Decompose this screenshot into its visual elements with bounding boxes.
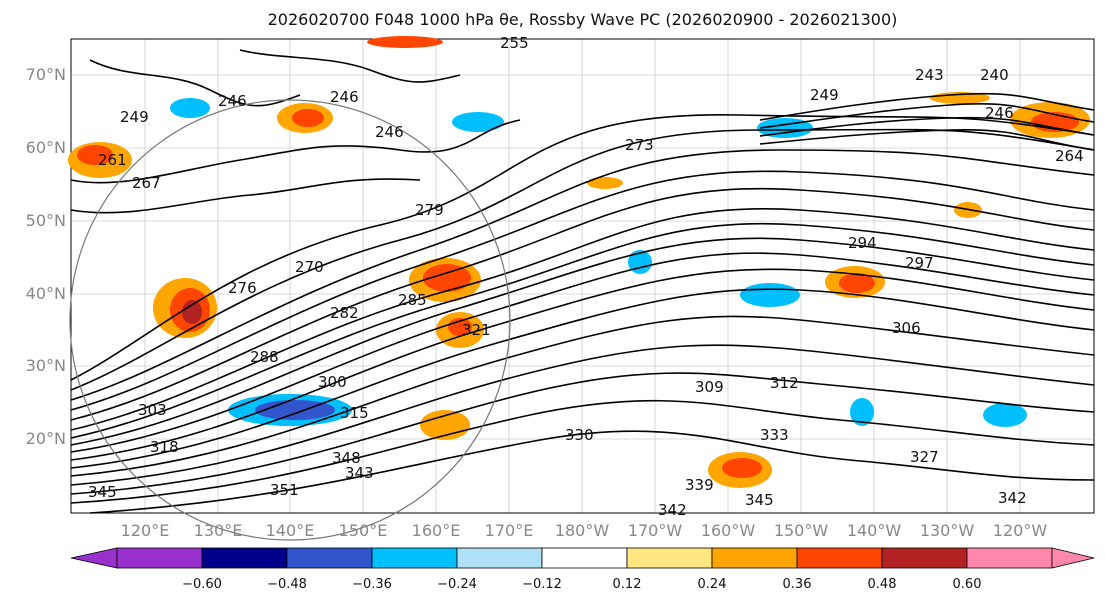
contour-label: 306 (892, 319, 921, 337)
contour-label: 345 (745, 491, 774, 509)
contour-label: 300 (318, 373, 347, 391)
contour-label: 318 (150, 438, 179, 456)
anomaly-blob (983, 403, 1027, 427)
colorbar-tick-label: 0.12 (612, 577, 642, 592)
lat-label-20n: 20°N (25, 429, 66, 448)
lon-label: 120°W (992, 521, 1048, 540)
contour-label: 312 (770, 374, 799, 392)
lon-label: 160°E (411, 521, 461, 540)
map-title: 2026020700 F048 1000 hPa θe, Rossby Wave… (267, 10, 898, 29)
map-plot: 255 246 249 246 246 240 243 249 246 261 … (68, 34, 1095, 541)
anomaly-blob (170, 98, 210, 118)
contour-label: 351 (270, 481, 299, 499)
contour-label: 303 (138, 401, 167, 419)
contour-label: 249 (120, 108, 149, 126)
lat-label-40n: 40°N (25, 284, 66, 303)
lon-label: 150°E (338, 521, 388, 540)
contour-label: 264 (1055, 147, 1084, 165)
contour-label: 246 (985, 104, 1014, 122)
colorbar-tick-label: −0.36 (352, 577, 392, 592)
lon-label: 130°E (193, 521, 243, 540)
anomaly-blob (839, 273, 875, 293)
colorbar-tick-label: −0.12 (522, 577, 562, 592)
anomaly-blob (255, 400, 335, 420)
contour-label: 330 (565, 426, 594, 444)
lon-label: 180°W (554, 521, 610, 540)
anomaly-blob (722, 458, 762, 478)
lat-label-50n: 50°N (25, 211, 66, 230)
contour-label: 345 (88, 483, 117, 501)
contour-label: 279 (415, 201, 444, 219)
lon-label: 140°W (846, 521, 902, 540)
anomaly-shading (68, 36, 1090, 488)
lon-label: 170°E (484, 521, 534, 540)
contour-label: 297 (905, 254, 934, 272)
contour-label: 309 (695, 378, 724, 396)
lon-label: 140°E (265, 521, 315, 540)
contour-label: 246 (330, 88, 359, 106)
contour-label: 343 (345, 464, 374, 482)
contour-label: 249 (810, 86, 839, 104)
colorbar-tick-label: 0.24 (697, 577, 727, 592)
colorbar-tick-label: 0.48 (867, 577, 897, 592)
lon-label: 160°W (700, 521, 756, 540)
contour-label: 342 (658, 501, 687, 519)
anomaly-blob (628, 250, 652, 274)
contour-label: 339 (685, 476, 714, 494)
lon-label: 120°E (120, 521, 170, 540)
colorbar-tick-label: 0.60 (952, 577, 982, 592)
lon-label: 170°W (627, 521, 683, 540)
contour-label: 333 (760, 426, 789, 444)
anomaly-blob (740, 283, 800, 307)
lon-label: 150°W (773, 521, 829, 540)
anomaly-blob (423, 264, 471, 292)
contour-label: 246 (218, 92, 247, 110)
contour-label-group: 255 246 249 246 246 240 243 249 246 261 … (88, 34, 1084, 519)
anomaly-blob (587, 177, 623, 189)
contour-label: 267 (132, 174, 161, 192)
contour-label: 255 (500, 34, 529, 52)
contour-label: 288 (250, 348, 279, 366)
contour-label: 246 (375, 123, 404, 141)
colorbar-tick-label: 0.36 (782, 577, 812, 592)
anomaly-blob (77, 145, 113, 165)
colorbar-tick-label: −0.24 (437, 577, 477, 592)
anomaly-blob (452, 112, 504, 132)
reference-circle (69, 99, 511, 541)
lat-label-70n: 70°N (25, 65, 66, 84)
contour-label: 342 (998, 489, 1027, 507)
anomaly-blob (367, 36, 443, 48)
contour-label: 273 (625, 136, 654, 154)
contour-label: 315 (340, 404, 369, 422)
contour-label: 243 (915, 66, 944, 84)
lat-label-30n: 30°N (25, 356, 66, 375)
gridlines (71, 39, 1094, 513)
theta-e-contours (70, 49, 1095, 514)
lat-label-60n: 60°N (25, 138, 66, 157)
anomaly-blob (292, 109, 324, 127)
contour-label: 276 (228, 279, 257, 297)
contour-label: 294 (848, 234, 877, 252)
contour-label: 261 (98, 151, 127, 169)
contour-label: 285 (398, 291, 427, 309)
anomaly-blob (850, 398, 874, 426)
contour-label: 282 (330, 304, 359, 322)
anomaly-blob (182, 300, 202, 324)
lon-label: 130°W (919, 521, 975, 540)
contour-label: 348 (332, 449, 361, 467)
contour-label: 240 (980, 66, 1009, 84)
contour-label: 327 (910, 448, 939, 466)
colorbar-tick-label: −0.48 (267, 577, 307, 592)
contour-label: 270 (295, 258, 324, 276)
contour-label: 321 (462, 321, 491, 339)
colorbar-tick-label: −0.60 (182, 577, 222, 592)
